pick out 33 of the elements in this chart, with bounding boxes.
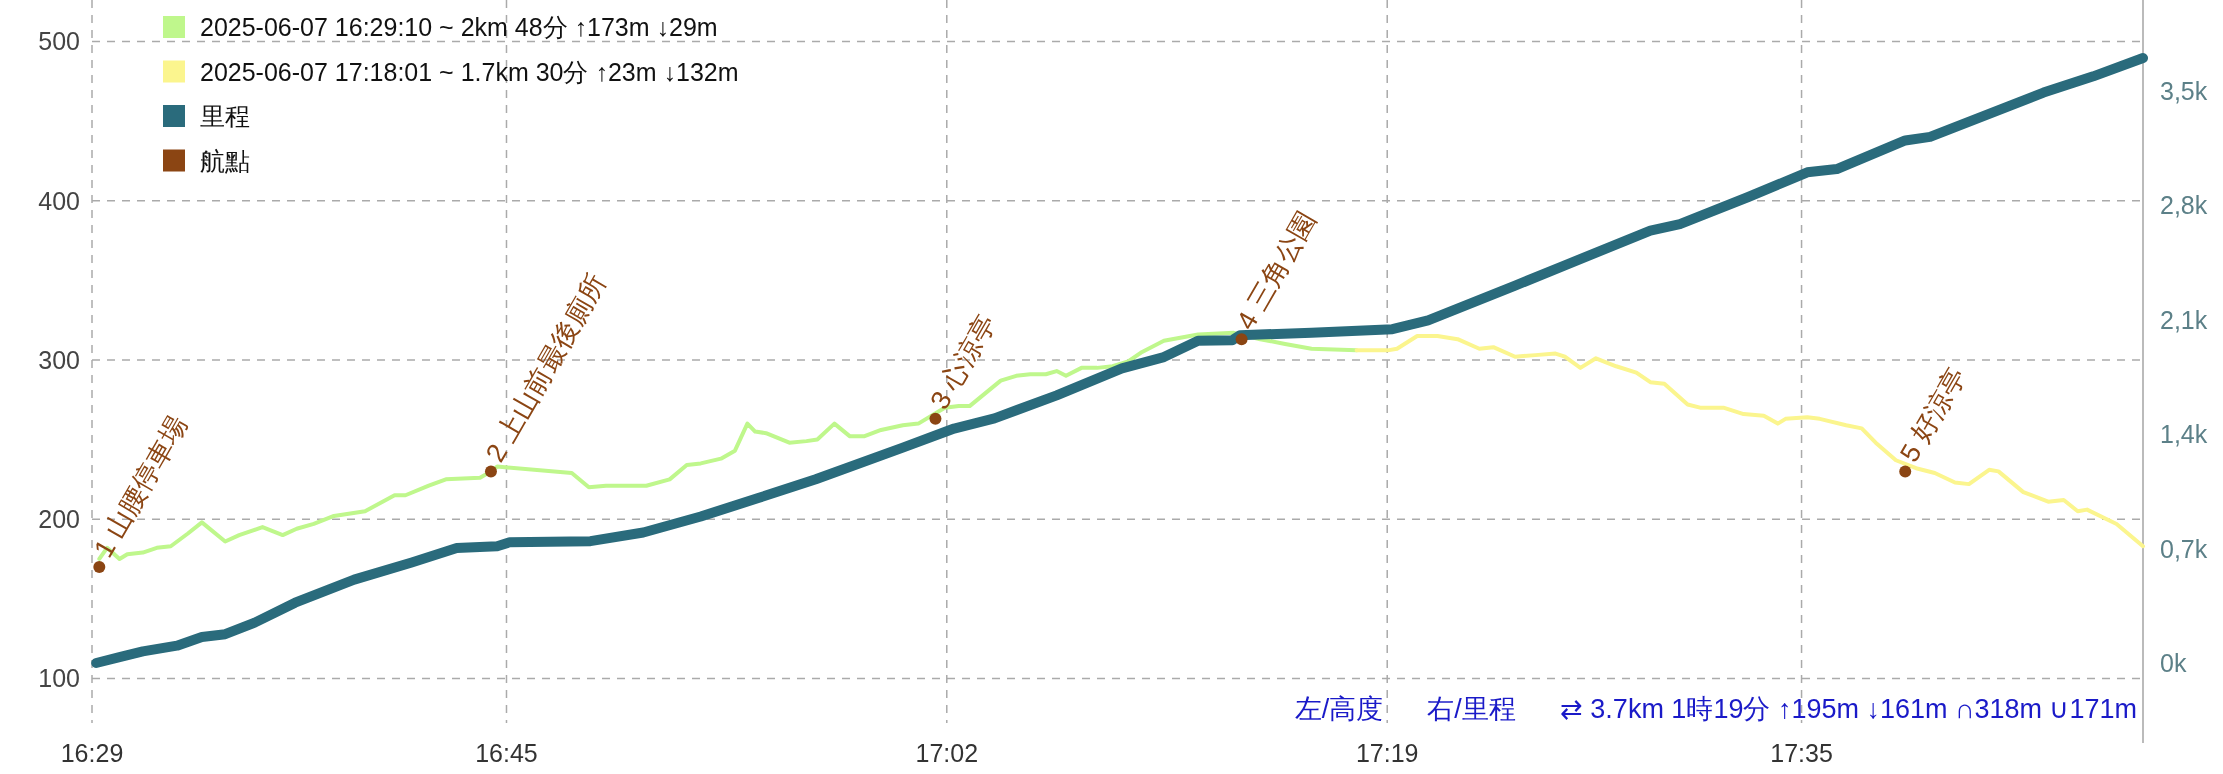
x-tick-label: 17:35 [1770,739,1833,767]
y2-tick-label: 0k [2160,649,2187,677]
point [1235,333,1248,346]
legend-label: 航點 [200,146,250,175]
annotation: 3 心涼亭 [924,309,1003,415]
y-tick-label: 300 [38,345,80,374]
y-tick-label: 200 [38,505,80,534]
legend-label: 2025-06-07 17:18:01 ~ 1.7km 30分 ↑23m ↓132m [200,57,739,86]
point [929,412,942,425]
legend-label: 里程 [200,102,250,130]
annotation: 左/高度 [1294,694,1384,724]
point [484,465,497,478]
x-tick-label: 16:45 [475,739,538,767]
y2-tick-label: 2,8k [2160,191,2208,220]
y2-tick-label: 0,7k [2160,534,2208,563]
y-tick-label: 100 [38,664,80,693]
y2-tick-label: 2,1k [2160,305,2208,334]
y2-tick-label: 1,4k [2160,420,2208,449]
annotation: 右/里程 [1427,694,1516,724]
annotation: 4 三角公園 [1230,206,1322,335]
point [1899,465,1912,478]
x-tick-label: 16:29 [60,739,124,767]
annotation: 5 好涼亭 [1894,362,1972,467]
x-tick-label: 17:19 [1355,739,1419,767]
annotation: 1 山腰停車場 [88,411,194,563]
point [93,560,106,573]
y-tick-label: 400 [38,186,80,215]
x-tick-label: 17:02 [915,739,979,767]
y2-tick-label: 3,5k [2160,76,2208,105]
annotation: ⇄ 3.7km 1時19分 ↑195m ↓161m ∩318m ∪171m [1559,694,2137,724]
annotation: 2 上山前最後廁所 [479,268,612,467]
y-tick-label: 500 [38,27,80,56]
legend-label: 2025-06-07 16:29:10 ~ 2km 48分 ↑173m ↓29m [200,13,718,41]
